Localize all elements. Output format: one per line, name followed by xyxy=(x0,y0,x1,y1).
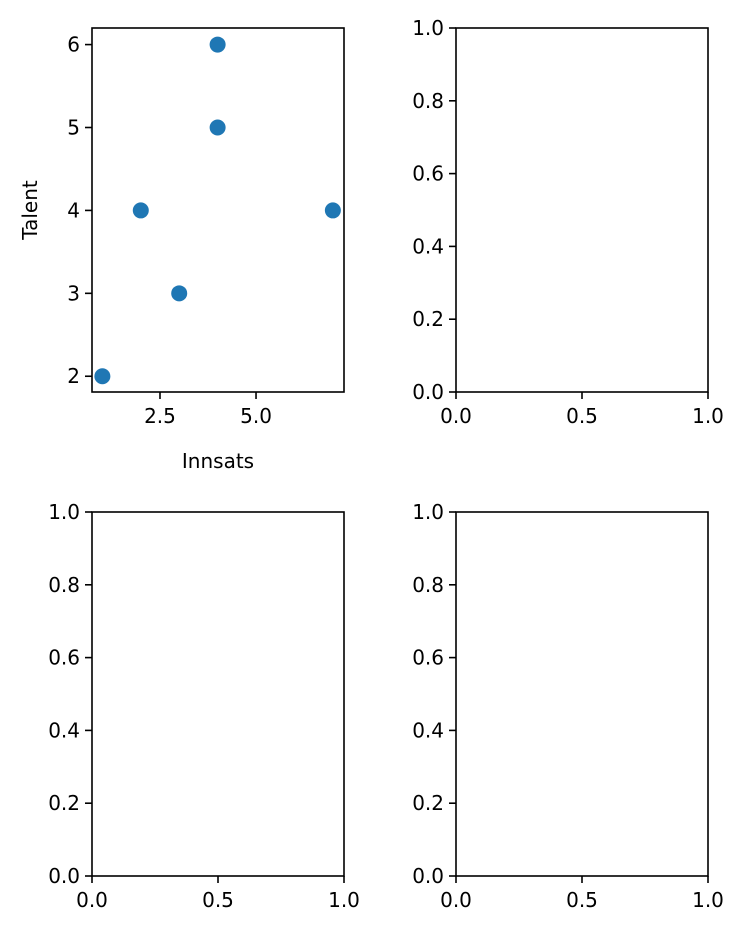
data-point xyxy=(324,202,341,219)
x-tick-label: 0.5 xyxy=(566,404,598,428)
axes-frame xyxy=(455,27,709,393)
x-axis-label: Innsats xyxy=(182,449,254,473)
y-tick-label: 0.2 xyxy=(412,791,444,815)
subplot-1: 2.5 5.0 2 3 4 5 6 Innsats Talent xyxy=(18,27,345,473)
x-tick-label: 1.0 xyxy=(692,888,724,912)
x-tick-label: 5.0 xyxy=(240,404,272,428)
y-tick-label: 0.6 xyxy=(412,162,444,186)
subplot-3: 0.0 0.5 1.0 0.0 0.2 0.4 0.6 0.8 1.0 xyxy=(48,500,360,912)
y-tick-label: 4 xyxy=(67,198,80,222)
x-tick-label: 2.5 xyxy=(144,404,176,428)
y-axis-label: Talent xyxy=(18,180,42,241)
subplot-2: 0.0 0.5 1.0 0.0 0.2 0.4 0.6 0.8 1.0 xyxy=(412,16,724,428)
data-point xyxy=(209,36,226,53)
y-tick-label: 0.0 xyxy=(48,864,80,888)
data-point xyxy=(94,368,111,385)
y-tick-label: 0.2 xyxy=(412,307,444,331)
x-tick-label: 0.0 xyxy=(440,404,472,428)
y-tick-label: 6 xyxy=(67,33,80,57)
y-tick-label: 2 xyxy=(67,364,80,388)
y-tick-label: 5 xyxy=(67,115,80,139)
y-tick-label: 0.8 xyxy=(412,573,444,597)
y-tick-label: 0.4 xyxy=(48,718,80,742)
y-tick-label: 0.4 xyxy=(412,718,444,742)
x-tick-label: 0.5 xyxy=(202,888,234,912)
y-tick-label: 0.6 xyxy=(412,646,444,670)
y-tick-label: 1.0 xyxy=(412,500,444,524)
subplot-4: 0.0 0.5 1.0 0.0 0.2 0.4 0.6 0.8 1.0 xyxy=(412,500,724,912)
axes-frame xyxy=(91,511,345,877)
y-tick-label: 0.8 xyxy=(48,573,80,597)
x-tick-label: 0.5 xyxy=(566,888,598,912)
y-tick-label: 0.0 xyxy=(412,864,444,888)
y-tick-label: 0.0 xyxy=(412,380,444,404)
y-tick-label: 3 xyxy=(67,281,80,305)
y-tick-label: 0.4 xyxy=(412,234,444,258)
y-tick-label: 1.0 xyxy=(48,500,80,524)
y-tick-label: 0.2 xyxy=(48,791,80,815)
data-point xyxy=(209,119,226,136)
x-tick-label: 0.0 xyxy=(440,888,472,912)
x-tick-label: 1.0 xyxy=(692,404,724,428)
axes-frame xyxy=(91,27,345,393)
y-tick-label: 0.8 xyxy=(412,89,444,113)
x-tick-label: 0.0 xyxy=(76,888,108,912)
data-point xyxy=(132,202,149,219)
y-tick-label: 0.6 xyxy=(48,646,80,670)
axes-frame xyxy=(455,511,709,877)
y-tick-label: 1.0 xyxy=(412,16,444,40)
data-point xyxy=(171,285,188,302)
x-tick-label: 1.0 xyxy=(328,888,360,912)
